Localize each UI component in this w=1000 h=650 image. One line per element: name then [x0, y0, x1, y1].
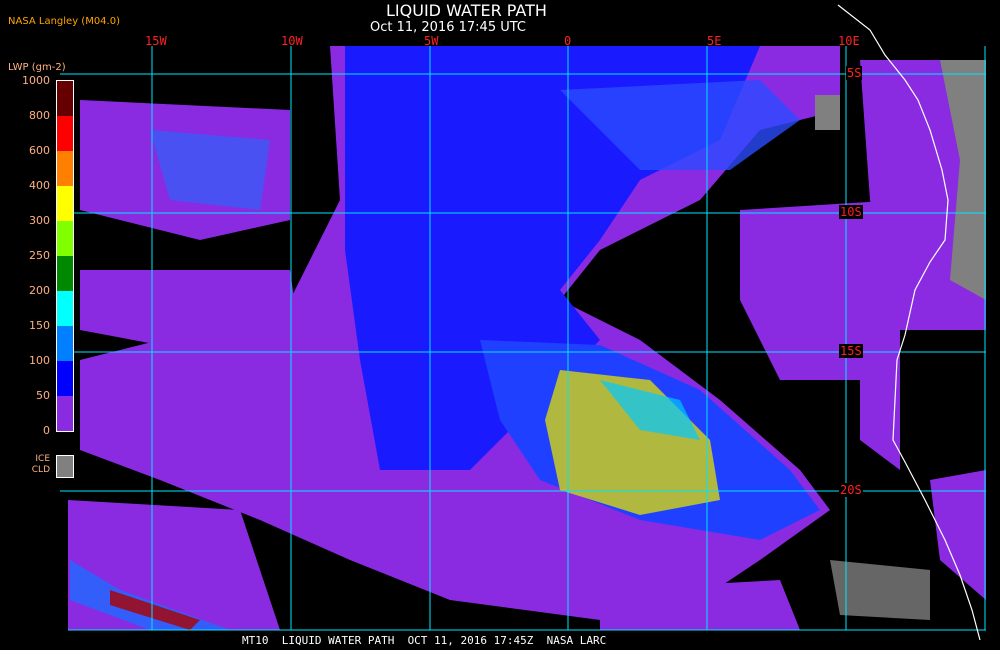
legend-tick-label: 200 [29, 284, 50, 297]
lon-label-15w: 15W [145, 34, 167, 48]
coastline [837, 4, 981, 641]
legend-tick-label: 100 [29, 354, 50, 367]
legend-color-bar [56, 80, 74, 432]
lon-label-10e: 10E [838, 34, 860, 48]
graticule [60, 46, 986, 631]
legend-tick-label: 1000 [22, 74, 50, 87]
map-title: LIQUID WATER PATH [386, 1, 547, 20]
ice-cloud-swatch [56, 455, 74, 478]
legend-tick-label: 50 [36, 389, 50, 402]
lon-label-10w: 10W [281, 34, 303, 48]
legend-swatch [57, 291, 73, 326]
lat-label-5s: 5S [846, 66, 863, 80]
legend-tick-label: 400 [29, 179, 50, 192]
legend-tick-label: 600 [29, 144, 50, 157]
legend-swatch [57, 361, 73, 396]
legend-swatch [57, 151, 73, 186]
legend-swatch [57, 256, 73, 291]
lat-label-20s: 20S [839, 483, 863, 497]
legend-swatch [57, 81, 73, 116]
lon-label-0: 0 [564, 34, 572, 48]
legend-tick-label: 800 [29, 109, 50, 122]
legend-tick-label: 300 [29, 214, 50, 227]
lat-label-15s: 15S [839, 344, 863, 358]
legend-tick-label: 0 [43, 424, 50, 437]
lon-label-5e: 5E [707, 34, 722, 48]
legend-tick-label: 150 [29, 319, 50, 332]
legend-swatch [57, 186, 73, 221]
cloud-field [68, 46, 986, 630]
legend-swatch [57, 326, 73, 361]
lat-label-10s: 10S [839, 205, 863, 219]
ice-cloud-label: ICE CLD [31, 454, 50, 475]
legend-swatch [57, 396, 73, 431]
lon-label-5w: 5W [424, 34, 439, 48]
legend-swatch [57, 221, 73, 256]
legend-tick-label: 250 [29, 249, 50, 262]
legend-title: LWP (gm-2) [8, 62, 66, 73]
map-timestamp: Oct 11, 2016 17:45 UTC [370, 20, 526, 35]
credit-label: NASA Langley (M04.0) [8, 16, 120, 27]
footer-caption: MT10 LIQUID WATER PATH OCT 11, 2016 17:4… [242, 634, 607, 647]
legend-swatch [57, 116, 73, 151]
